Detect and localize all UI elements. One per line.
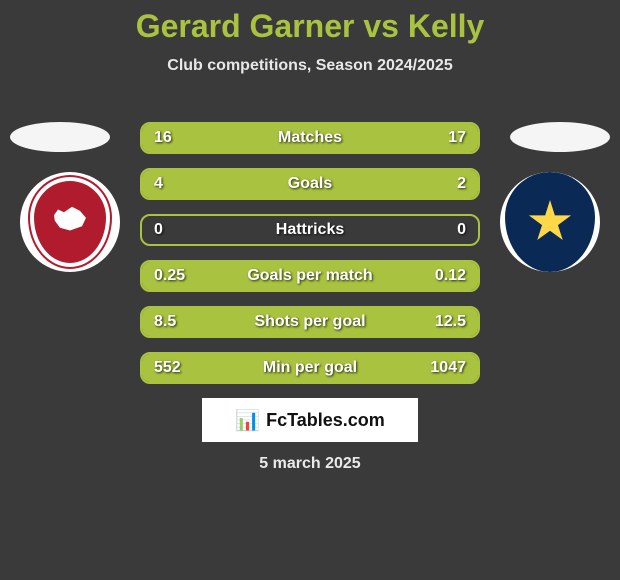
- stat-row: 16 Matches 17: [140, 122, 480, 154]
- source-badge[interactable]: 📊 FcTables.com: [202, 398, 418, 442]
- stat-row: 8.5 Shots per goal 12.5: [140, 306, 480, 338]
- stat-value-right: 2: [457, 175, 466, 193]
- stat-value-left: 0: [154, 221, 163, 239]
- player2-oval: [510, 122, 610, 152]
- stat-label: Matches: [278, 129, 342, 147]
- stat-value-right: 0.12: [435, 267, 466, 285]
- vs-text: vs: [363, 8, 399, 44]
- stat-label: Min per goal: [263, 359, 357, 377]
- stat-label: Shots per goal: [254, 313, 365, 331]
- subtitle: Club competitions, Season 2024/2025: [0, 57, 620, 75]
- stat-value-left: 16: [154, 129, 172, 147]
- player1-oval: [10, 122, 110, 152]
- stat-value-left: 0.25: [154, 267, 185, 285]
- wimbledon-crest-icon: [505, 172, 595, 272]
- stat-value-right: 17: [448, 129, 466, 147]
- comparison-card: Gerard Garner vs Kelly Club competitions…: [0, 0, 620, 580]
- stat-value-right: 1047: [430, 359, 466, 377]
- source-text: FcTables.com: [266, 410, 385, 431]
- stat-fill-left: [142, 170, 367, 198]
- stat-row: 0.25 Goals per match 0.12: [140, 260, 480, 292]
- stat-label: Goals: [288, 175, 332, 193]
- stats-list: 16 Matches 17 4 Goals 2 0 Hattricks 0 0.25 Goals p…: [140, 122, 480, 384]
- stat-value-right: 12.5: [435, 313, 466, 331]
- player2-name: Kelly: [408, 8, 484, 44]
- title: Gerard Garner vs Kelly: [0, 0, 620, 45]
- stat-value-right: 0: [457, 221, 466, 239]
- club-badge-left: [20, 172, 120, 272]
- date-text: 5 march 2025: [259, 455, 360, 473]
- stat-value-left: 552: [154, 359, 181, 377]
- club-badge-right: [500, 172, 600, 272]
- player1-name: Gerard Garner: [136, 8, 355, 44]
- chart-icon: 📊: [235, 408, 258, 433]
- stat-label: Hattricks: [276, 221, 344, 239]
- stat-value-left: 8.5: [154, 313, 176, 331]
- stat-value-left: 4: [154, 175, 163, 193]
- stat-label: Goals per match: [247, 267, 372, 285]
- stat-row: 0 Hattricks 0: [140, 214, 480, 246]
- morecambe-crest-icon: [30, 177, 110, 267]
- stat-row: 4 Goals 2: [140, 168, 480, 200]
- stat-row: 552 Min per goal 1047: [140, 352, 480, 384]
